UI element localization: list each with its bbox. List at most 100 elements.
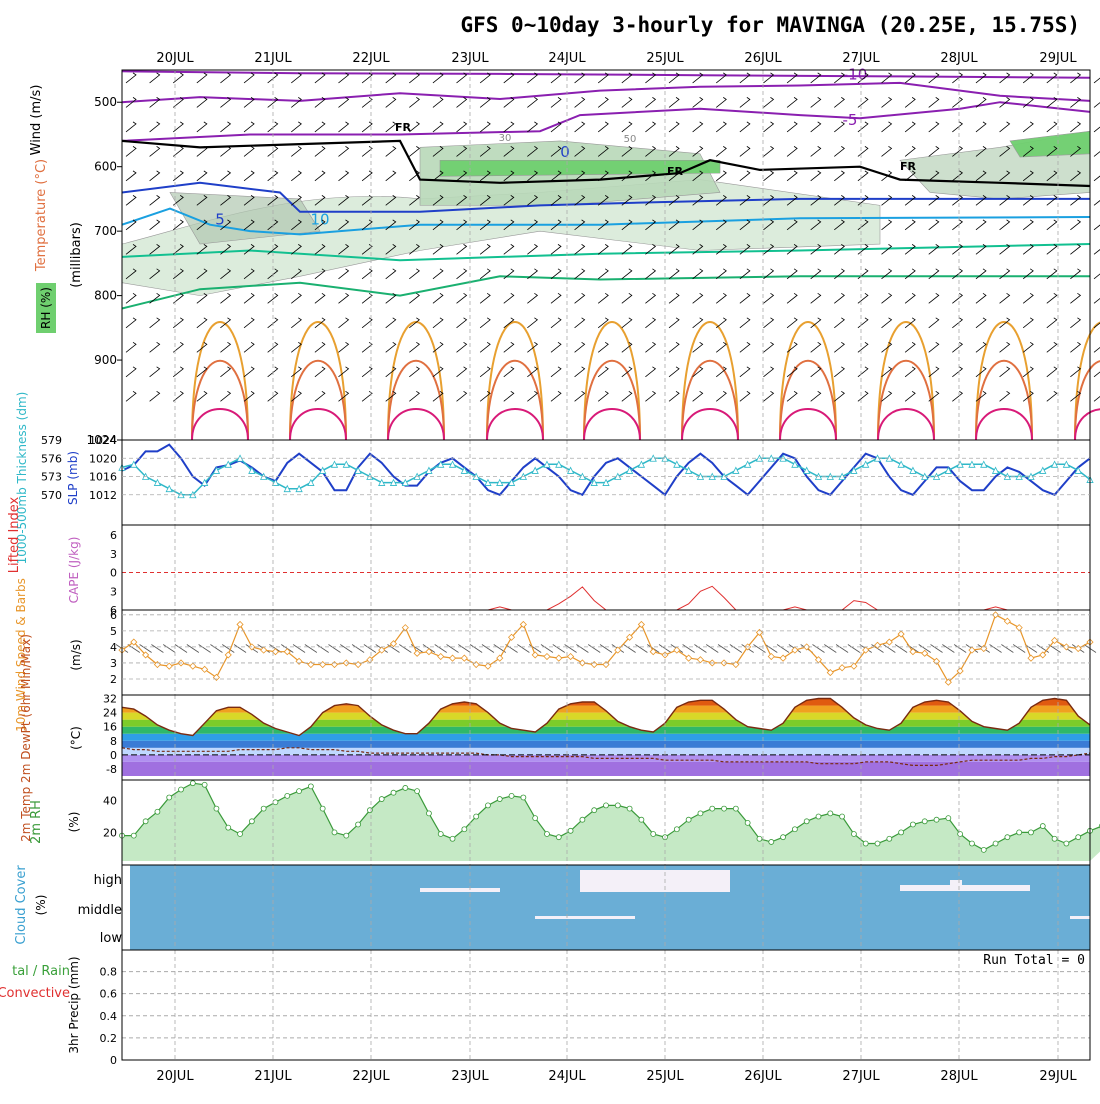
wind-barb	[409, 146, 420, 157]
rh-marker	[225, 824, 232, 831]
wind-barb	[409, 72, 420, 84]
wind-barb	[243, 72, 255, 84]
wind-barb	[1022, 268, 1034, 280]
thickness-marker	[224, 460, 232, 468]
temp-ytick-24: 24	[103, 707, 117, 720]
surface-wind-barb	[564, 644, 577, 653]
wind-barb	[409, 293, 420, 304]
wind-barb	[574, 121, 586, 133]
wind-barb	[763, 366, 775, 378]
wind-ytick-6: 6	[110, 609, 117, 622]
wind-barb	[125, 219, 137, 231]
wind-barb	[196, 146, 208, 157]
thickness-marker	[507, 478, 516, 486]
wind-barb	[527, 317, 539, 329]
wind-barb	[338, 195, 350, 206]
wind-barb	[149, 170, 161, 182]
wind-barb	[314, 146, 326, 157]
wind-barb	[456, 366, 468, 378]
wind-barb	[196, 293, 208, 304]
wind-barb	[243, 121, 255, 133]
wind-barb	[1046, 293, 1058, 304]
wind-barb	[432, 293, 444, 304]
wind-barb	[527, 97, 539, 108]
rh-marker	[378, 796, 385, 802]
thickness-marker	[330, 460, 339, 468]
rh-ytick-20: 20	[103, 826, 117, 839]
wind-barb	[597, 342, 609, 353]
wind-barb	[975, 219, 987, 231]
wind-speed-marker	[1039, 651, 1047, 659]
surface-wind-barb	[835, 644, 849, 653]
date-label-top-25JUL: 25JUL	[646, 51, 684, 66]
date-label-bottom-25JUL: 25JUL	[646, 1069, 684, 1084]
wind-barb	[881, 293, 893, 304]
wind-barb	[621, 317, 633, 329]
wind-barb	[999, 293, 1011, 304]
upper-air-ytick-700: 700	[94, 224, 117, 238]
wind-barb	[267, 366, 279, 378]
ylabel-wind: Wind (m/s)	[29, 85, 44, 156]
wind-barb	[196, 342, 208, 353]
rh-marker	[319, 805, 326, 812]
ylabel-wind-unit: (m/s)	[69, 639, 83, 670]
rh-marker	[921, 818, 928, 825]
wind-barb	[952, 170, 964, 182]
wind-barb	[786, 390, 798, 402]
thickness-marker	[342, 460, 350, 468]
wind-barb	[952, 146, 964, 157]
rh-marker	[437, 831, 444, 837]
surface-wind-barb	[635, 644, 648, 653]
isotherm-25-7	[877, 359, 935, 441]
isotherm-30-3	[486, 408, 544, 441]
rh-marker	[1051, 835, 1058, 842]
wind-barb	[952, 293, 964, 304]
surface-wind-barb	[481, 644, 495, 653]
wind-speed-marker	[543, 652, 551, 661]
wind-barb	[1093, 347, 1100, 353]
wind-barb	[385, 317, 397, 329]
wind-barb	[692, 146, 704, 157]
isotherm-minus5	[121, 101, 1091, 142]
wind-barb	[574, 342, 586, 353]
isotherm-minus15	[121, 70, 1091, 79]
wind-ytick-5: 5	[110, 625, 117, 638]
rh-marker	[532, 815, 539, 822]
wind-barb	[975, 366, 987, 378]
wind-barb	[692, 97, 704, 108]
wind-barb	[550, 195, 562, 206]
wind-barb	[409, 170, 420, 182]
wind-barb	[361, 317, 373, 329]
wind-barb	[834, 317, 845, 329]
wind-barb	[314, 170, 326, 182]
wind-barb	[786, 72, 798, 84]
wind-barb	[314, 244, 326, 255]
surface-wind-barb	[328, 644, 341, 653]
wind-barb	[739, 366, 751, 378]
thickness-marker	[684, 466, 693, 474]
thickness-marker	[389, 478, 398, 486]
rh-marker	[945, 815, 952, 822]
wind-barb	[621, 268, 633, 280]
rh-marker	[910, 821, 916, 828]
wind-barb	[361, 146, 373, 157]
upper-air-ytick-600: 600	[94, 160, 117, 174]
rh-marker	[260, 805, 267, 812]
rh-marker	[969, 840, 975, 847]
wind-barb	[668, 268, 680, 280]
wind-barb	[503, 121, 515, 133]
chart-title: GFS 0~10day 3-hourly for MAVINGA (20.25E…	[460, 13, 1080, 37]
wind-barb	[597, 366, 609, 378]
wind-barb	[385, 366, 397, 378]
rh-legend-swatch	[36, 283, 56, 333]
wind-speed-marker	[614, 646, 622, 654]
wind-barb	[291, 244, 302, 255]
wind-barb	[527, 121, 539, 133]
wind-barb	[503, 72, 515, 84]
wind-barb	[739, 97, 751, 108]
wind-barb	[243, 146, 255, 157]
wind-barb	[857, 366, 869, 378]
date-label-bottom-28JUL: 28JUL	[940, 1069, 978, 1084]
rh-marker	[248, 818, 255, 825]
wind-barb	[645, 170, 657, 182]
